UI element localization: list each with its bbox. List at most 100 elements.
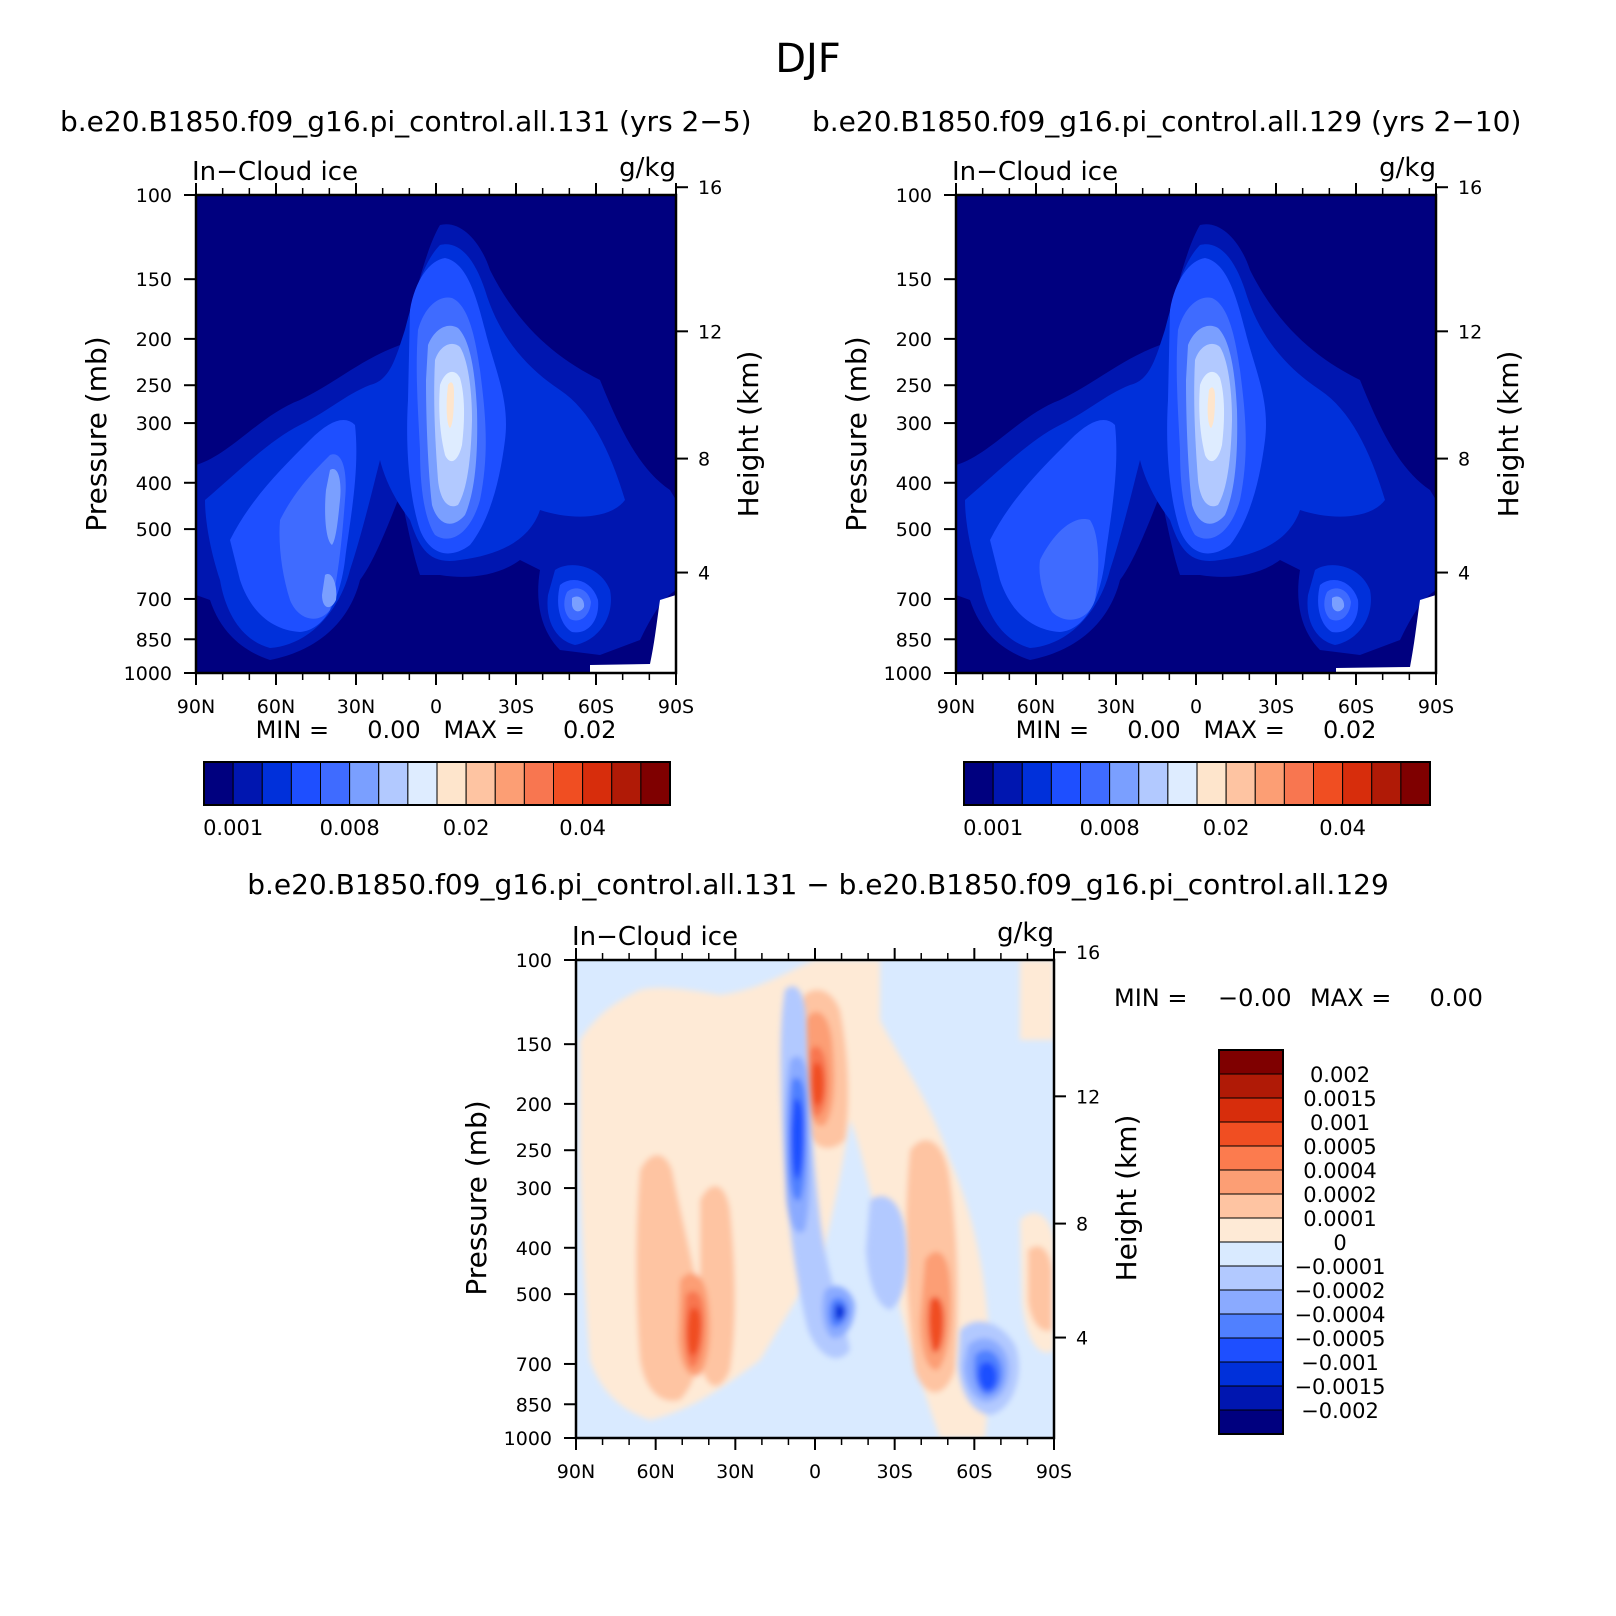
x-tick-label: 0 — [430, 696, 442, 718]
colorbar-swatch — [320, 761, 351, 806]
y-tick-label: 700 — [896, 589, 932, 611]
y-tick-label: 500 — [896, 519, 932, 541]
panel-right-variable-label: In−Cloud ice — [952, 157, 1118, 187]
x-tick-label: 60S — [956, 1461, 992, 1483]
colorbar-swatch — [203, 761, 234, 806]
panel-diff-variable-label: In−Cloud ice — [572, 922, 738, 952]
y2-tick-label: 16 — [1076, 942, 1100, 964]
colorbar-tick-label: −0.0005 — [1294, 1327, 1385, 1351]
y-tick-label: 250 — [516, 1140, 552, 1162]
colorbar-swatch — [1218, 1097, 1284, 1123]
y2-tick-label: 16 — [1458, 177, 1482, 199]
y2-tick-label: 4 — [1458, 563, 1470, 585]
y-tick-label: 700 — [516, 1354, 552, 1376]
colorbar-swatch — [1167, 761, 1198, 806]
colorbar-swatch — [1218, 1073, 1284, 1099]
panel-right-minmax: MIN = 0.00 MAX = 0.02 — [1016, 716, 1377, 744]
x-tick-label: 90N — [177, 696, 215, 718]
colorbar-swatch — [1218, 1193, 1284, 1219]
colorbar-swatch — [1313, 761, 1344, 806]
panel-diff-colorbar: 0.0020.00150.0010.00050.00040.00020.0001… — [1218, 1049, 1386, 1435]
y2-tick-label: 4 — [698, 563, 710, 585]
y-tick-label: 150 — [516, 1034, 552, 1056]
panel-right-units-label: g/kg — [1379, 153, 1436, 183]
y-tick-label: 400 — [136, 473, 172, 495]
missing-data-region — [1336, 595, 1436, 673]
x-tick-label: 30N — [716, 1461, 754, 1483]
colorbar-tick-label: 0.02 — [1203, 816, 1250, 840]
colorbar-swatch — [290, 761, 321, 806]
colorbar-tick-label: 0.001 — [963, 816, 1023, 840]
x-tick-label: 60N — [636, 1461, 674, 1483]
colorbar-swatch — [378, 761, 409, 806]
y-tick-label: 100 — [516, 950, 552, 972]
y-tick-label: 100 — [136, 185, 172, 207]
colorbar-swatch — [1218, 1121, 1284, 1147]
panel-left-ylabel: Pressure (mb) — [80, 336, 113, 531]
x-tick-label: 30S — [1258, 696, 1294, 718]
y-tick-label: 700 — [136, 589, 172, 611]
y-tick-label: 850 — [516, 1394, 552, 1416]
y-tick-label: 150 — [136, 269, 172, 291]
panel-left-minmax: MIN = 0.00 MAX = 0.02 — [256, 716, 617, 744]
y-tick-label: 400 — [896, 473, 932, 495]
colorbar-tick-label: 0.002 — [1310, 1063, 1370, 1087]
panel-right-colorbar: 0.001 0.008 0.02 0.04 — [963, 761, 1431, 840]
panel-diff-ylabel: Pressure (mb) — [460, 1100, 493, 1295]
x-tick-label: 90N — [937, 696, 975, 718]
panel-left-variable-label: In−Cloud ice — [192, 157, 358, 187]
x-tick-label: 0 — [1190, 696, 1202, 718]
colorbar-swatch — [1218, 1313, 1284, 1339]
x-tick-label: 90N — [557, 1461, 595, 1483]
figure-title: DJF — [775, 36, 841, 82]
panel-right-ylabel-right: Height (km) — [1492, 351, 1525, 518]
colorbar-tick-label: 0.0001 — [1303, 1207, 1376, 1231]
panel-right-ylabel: Pressure (mb) — [840, 336, 873, 531]
panel-right-title: b.e20.B1850.f09_g16.pi_control.all.129 (… — [812, 105, 1521, 138]
colorbar-swatch — [1218, 1385, 1284, 1411]
y-tick-label: 200 — [516, 1094, 552, 1116]
colorbar-swatch — [1254, 761, 1285, 806]
diff-positive-features — [580, 960, 1054, 1438]
panel-left-title: b.e20.B1850.f09_g16.pi_control.all.131 (… — [60, 105, 752, 138]
x-tick-label: 30S — [877, 1461, 913, 1483]
x-tick-label: 0 — [809, 1461, 821, 1483]
colorbar-tick-label: 0.0015 — [1303, 1087, 1376, 1111]
y-tick-label: 1000 — [504, 1428, 552, 1450]
y2-tick-label: 12 — [1458, 321, 1482, 343]
panel-left-colorbar: 0.001 0.008 0.02 0.04 — [203, 761, 671, 840]
y-tick-label: 1000 — [124, 663, 172, 685]
x-tick-label: 60S — [578, 696, 614, 718]
y2-tick-label: 8 — [1458, 449, 1470, 471]
colorbar-swatch — [349, 761, 380, 806]
colorbar-swatch — [1218, 1361, 1284, 1387]
colorbar-tick-label: 0.0004 — [1303, 1159, 1376, 1183]
colorbar-swatch — [1218, 1409, 1284, 1435]
colorbar-swatch — [1225, 761, 1256, 806]
panel-diff-min: MIN = −0.00 — [1114, 984, 1292, 1012]
colorbar-swatch — [1021, 761, 1052, 806]
colorbar-swatch — [611, 761, 642, 806]
y2-tick-label: 16 — [698, 177, 722, 199]
y-tick-label: 150 — [896, 269, 932, 291]
contour-level-9 — [1207, 387, 1215, 428]
colorbar-tick-label: 0.001 — [203, 816, 263, 840]
colorbar-swatch — [1218, 1265, 1284, 1291]
x-tick-label: 30N — [337, 696, 375, 718]
colorbar-swatch — [1138, 761, 1169, 806]
y-tick-label: 250 — [136, 375, 172, 397]
y-tick-label: 200 — [896, 329, 932, 351]
panel-diff-contour-field — [576, 960, 1054, 1438]
colorbar-swatch — [1109, 761, 1140, 806]
y-tick-label: 1000 — [884, 663, 932, 685]
colorbar-tick-label: 0.02 — [443, 816, 490, 840]
diff-negative-features — [780, 986, 1019, 1415]
y-tick-label: 250 — [896, 375, 932, 397]
panel-diff-title: b.e20.B1850.f09_g16.pi_control.all.131 −… — [247, 868, 1389, 901]
x-tick-label: 60N — [257, 696, 295, 718]
y-tick-label: 400 — [516, 1238, 552, 1260]
